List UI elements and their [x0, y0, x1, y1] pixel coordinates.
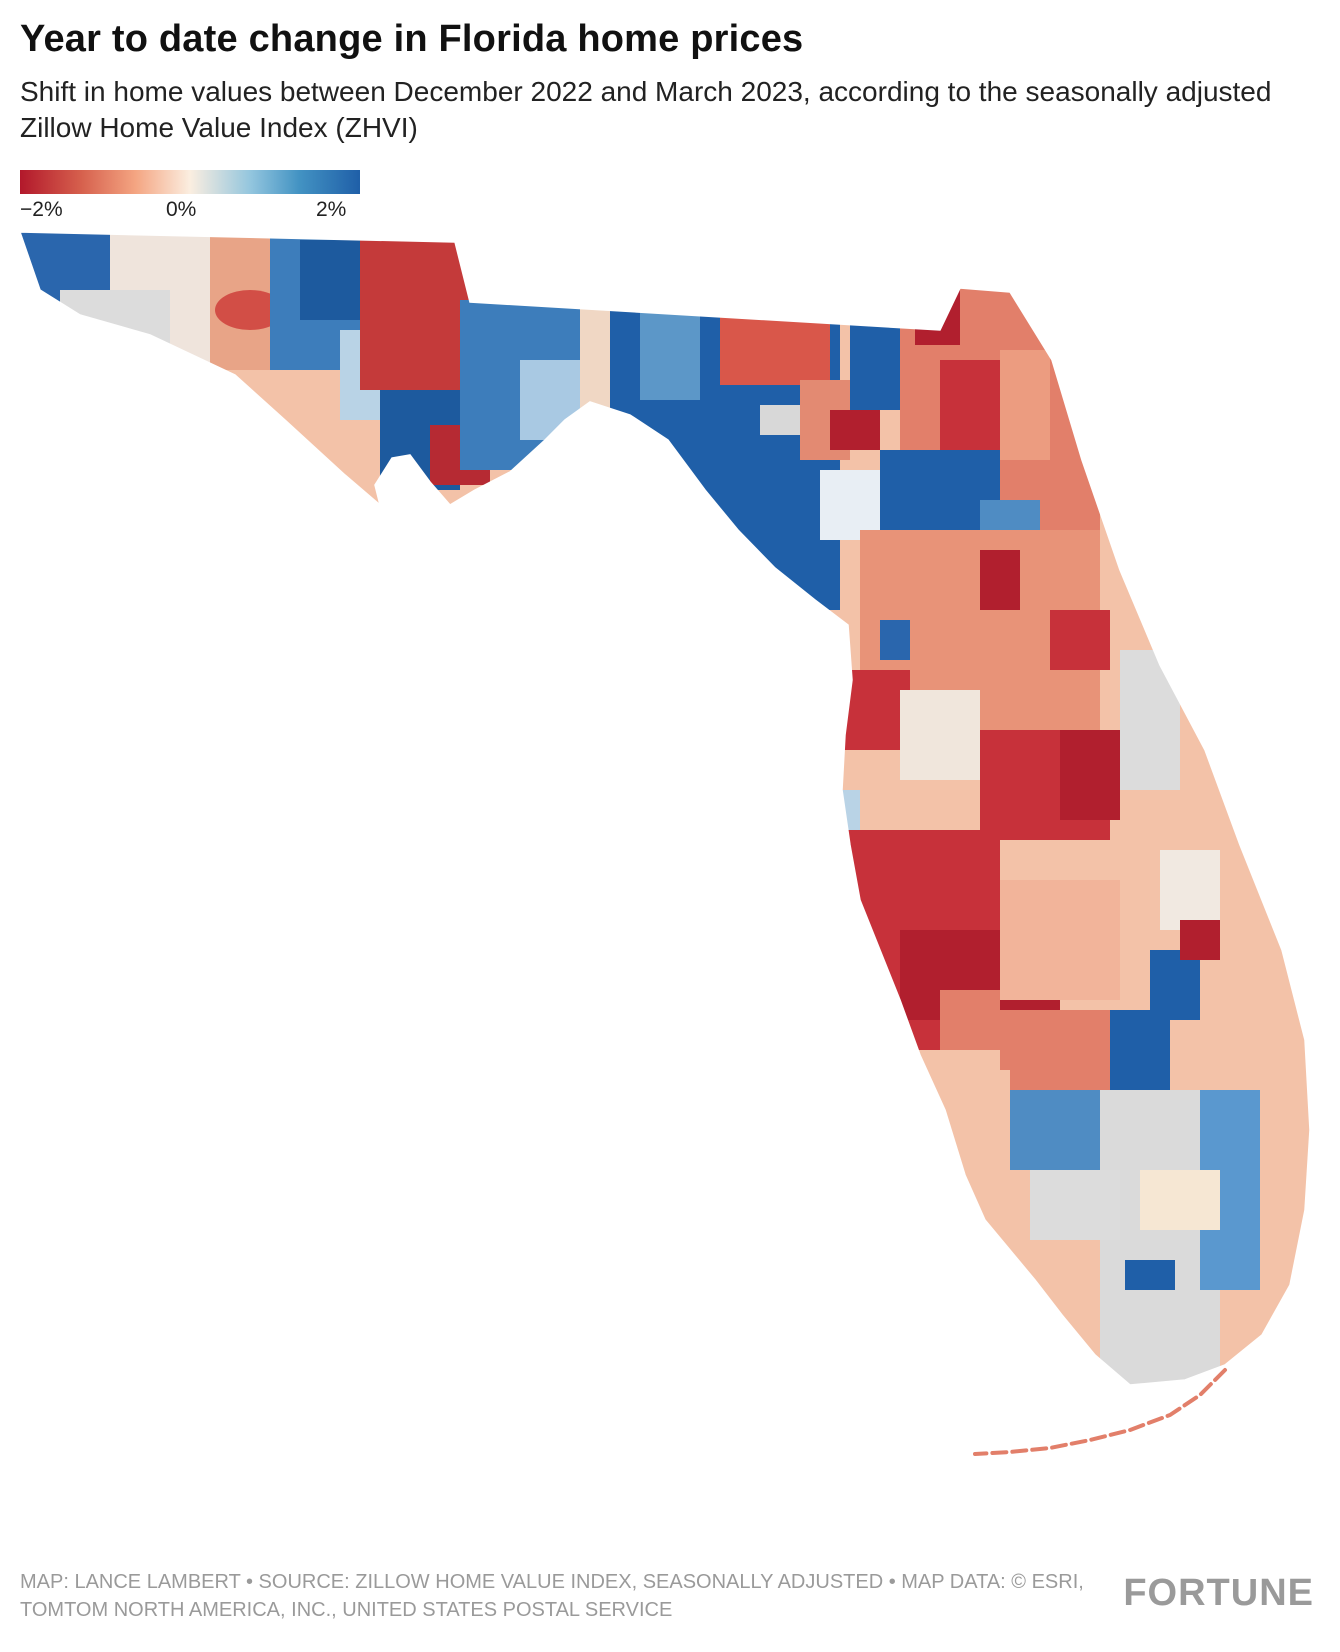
- legend-gradient-bar: [20, 170, 360, 194]
- legend-tick-min: −2%: [20, 198, 63, 221]
- legend-tick-mid: 0%: [166, 198, 197, 221]
- state-outline: [18, 231, 1311, 1386]
- map-title: Year to date change in Florida home pric…: [20, 18, 804, 60]
- color-legend: −2% 0% 2%: [20, 170, 360, 226]
- florida-keys: [973, 1368, 1227, 1456]
- county-shading-layer: [20, 232, 1310, 1385]
- fortune-logo: FORTUNE: [1123, 1572, 1314, 1614]
- map-subtitle: Shift in home values between December 20…: [20, 76, 1272, 143]
- florida-map-svg: [18, 231, 1311, 1456]
- legend-tick-max: 2%: [316, 198, 347, 221]
- source-credits: MAP: LANCE LAMBERT • SOURCE: ZILLOW HOME…: [20, 1571, 1084, 1621]
- florida-map: [0, 230, 1340, 1540]
